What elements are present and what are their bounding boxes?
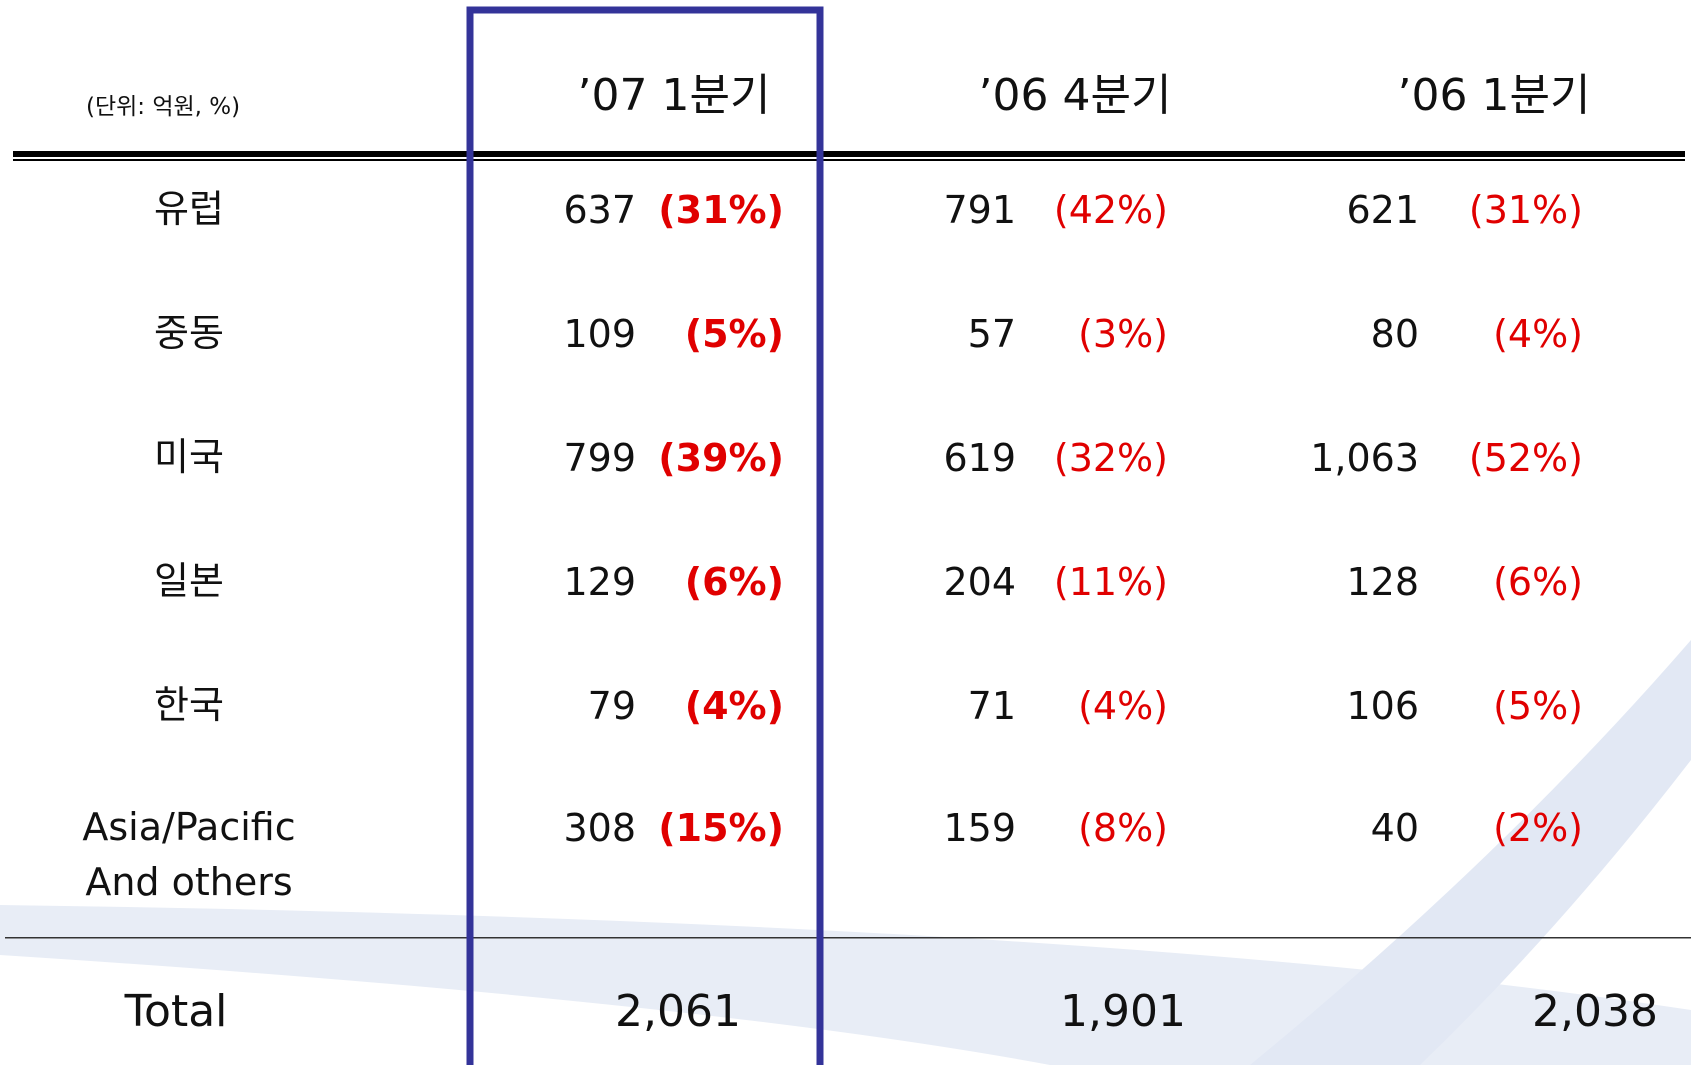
- share: (5%): [1493, 684, 1583, 728]
- share: (4%): [684, 684, 784, 728]
- share: (39%): [658, 436, 784, 480]
- amount: 129: [563, 560, 636, 604]
- region-name: Asia/Pacific And others: [82, 805, 296, 905]
- share: (4%): [1078, 684, 1168, 728]
- total-rule: [5, 937, 1691, 939]
- column-header: ’07 1분기: [577, 70, 771, 121]
- total-value: 2,038: [1532, 986, 1658, 1037]
- region-name: 중동: [154, 311, 224, 355]
- share: (15%): [658, 806, 784, 850]
- total-label: Total: [124, 986, 228, 1037]
- share: (8%): [1078, 806, 1168, 850]
- amount: 80: [1370, 312, 1419, 356]
- region-name: 유럽: [154, 187, 224, 231]
- header-rule: [13, 151, 1685, 157]
- amount: 621: [1346, 188, 1419, 232]
- highlight-box: [466, 6, 824, 1065]
- amount: 109: [563, 312, 636, 356]
- amount: 799: [563, 436, 636, 480]
- share: (31%): [658, 188, 784, 232]
- total-value: 1,901: [1060, 986, 1186, 1037]
- region-name: 한국: [154, 683, 224, 727]
- share: (6%): [684, 560, 784, 604]
- region-name: 미국: [154, 435, 224, 479]
- share: (31%): [1468, 188, 1583, 232]
- amount: 159: [943, 806, 1016, 850]
- column-header: ’06 1분기: [1397, 70, 1591, 121]
- share: (3%): [1078, 312, 1168, 356]
- amount: 1,063: [1310, 436, 1419, 480]
- unit-label: (단위: 억원, %): [86, 94, 241, 120]
- amount: 71: [967, 684, 1016, 728]
- share: (52%): [1468, 436, 1583, 480]
- share: (2%): [1493, 806, 1583, 850]
- share: (4%): [1493, 312, 1583, 356]
- share: (32%): [1053, 436, 1168, 480]
- amount: 57: [967, 312, 1016, 356]
- amount: 128: [1346, 560, 1419, 604]
- amount: 308: [563, 806, 636, 850]
- amount: 79: [587, 684, 636, 728]
- amount: 106: [1346, 684, 1419, 728]
- header-rule: [13, 159, 1685, 161]
- swoosh: [1250, 640, 1691, 1065]
- share: (42%): [1053, 188, 1168, 232]
- amount: 791: [943, 188, 1016, 232]
- share: (11%): [1053, 560, 1168, 604]
- region-name: 일본: [154, 559, 224, 603]
- share: (5%): [684, 312, 784, 356]
- amount: 637: [563, 188, 636, 232]
- share: (6%): [1493, 560, 1583, 604]
- column-header: ’06 4분기: [978, 70, 1172, 121]
- amount: 40: [1370, 806, 1419, 850]
- total-value: 2,061: [615, 986, 741, 1037]
- swoosh: [0, 905, 1691, 1065]
- amount: 619: [943, 436, 1016, 480]
- amount: 204: [943, 560, 1016, 604]
